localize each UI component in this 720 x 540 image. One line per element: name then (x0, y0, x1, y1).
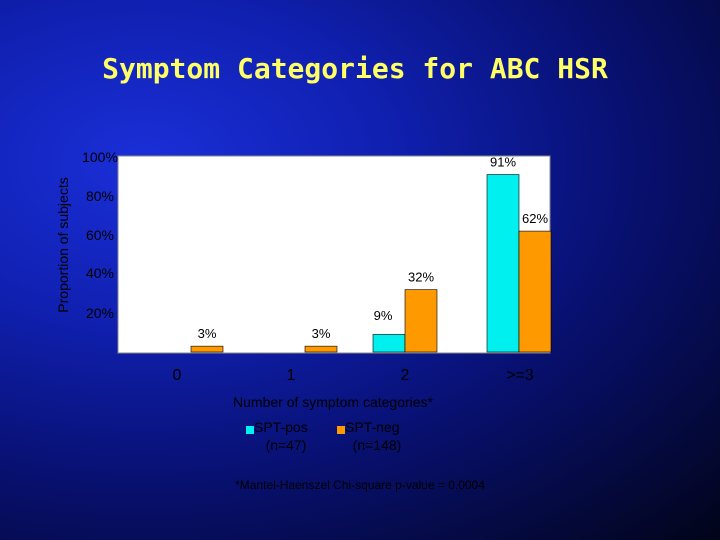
y-tick-label: 100% (82, 149, 118, 165)
data-label: 3% (198, 326, 217, 341)
data-label: 9% (374, 308, 393, 323)
x-axis-label: Number of symptom categories* (233, 394, 434, 410)
y-tick-label: 20% (86, 305, 114, 321)
legend-label: SPT-pos (254, 419, 308, 435)
x-tick-label: 1 (287, 367, 296, 384)
y-axis-label: Proportion of subjects (55, 177, 71, 312)
plot-area (117, 155, 551, 354)
legend-swatch (337, 426, 345, 434)
legend-swatch (246, 426, 254, 434)
data-label: 32% (408, 270, 434, 285)
footnote: *Mantel-Haenszel Chi-square p-value = 0.… (235, 478, 485, 492)
bar-spt-neg (518, 230, 552, 353)
bar-spt-pos (486, 174, 520, 353)
data-label: 3% (312, 326, 331, 341)
x-tick-label: 0 (173, 367, 182, 384)
data-label: 62% (522, 211, 548, 226)
legend-label: SPT-neg (345, 419, 399, 435)
bar-spt-neg (404, 289, 438, 353)
bar-spt-neg (304, 345, 338, 353)
data-label: 91% (490, 155, 516, 170)
bar-spt-neg (190, 345, 224, 353)
y-tick-label: 40% (86, 265, 114, 281)
x-tick-label: >=3 (506, 367, 534, 384)
y-tick-label: 60% (86, 227, 114, 243)
legend: SPT-pos (n=47) SPT-neg (n=148) (246, 419, 401, 453)
y-tick-label: 80% (86, 188, 114, 204)
x-tick-label: 2 (401, 367, 410, 384)
chart-title: Symptom Categories for ABC HSR (102, 52, 608, 85)
legend-sublabel: (n=47) (266, 437, 307, 453)
legend-sublabel: (n=148) (353, 437, 402, 453)
bar-spt-pos (372, 334, 406, 353)
